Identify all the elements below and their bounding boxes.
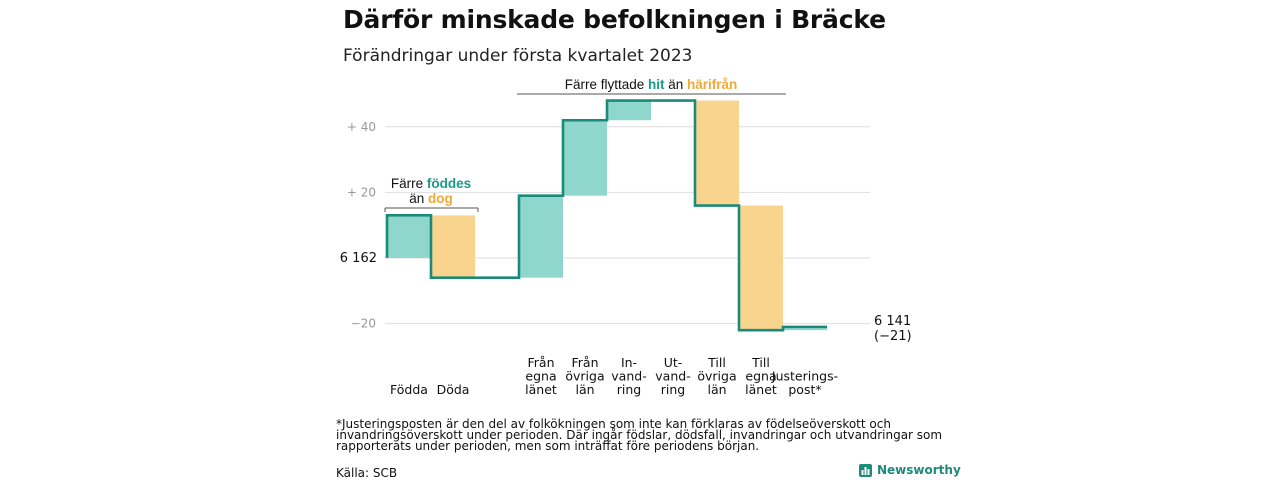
category-label: In-	[621, 355, 637, 370]
bar-justerings	[783, 326, 827, 331]
category-label: Till	[707, 355, 726, 370]
category-label: ring	[661, 382, 685, 397]
category-label: övriga	[697, 369, 736, 384]
running-total-line	[385, 99, 827, 332]
category-label: Födda	[390, 382, 428, 397]
chart-subtitle: Förändringar under första kvartalet 2023	[343, 46, 693, 66]
category-label: Från	[527, 355, 554, 370]
bar-till	[739, 205, 783, 331]
bar-in	[607, 100, 651, 121]
category-label: ring	[617, 382, 641, 397]
bar-från	[519, 195, 563, 278]
category-label: Döda	[437, 382, 470, 397]
category-label: egna	[525, 369, 556, 384]
source-note: Källa: SCB	[336, 466, 398, 480]
annotation-migration: Färre flyttade hit än härifrån	[565, 77, 738, 92]
bar-döda	[431, 215, 475, 278]
category-label: post*	[788, 382, 821, 397]
category-label: vand-	[655, 369, 690, 384]
bar-födda	[387, 215, 431, 258]
y-tick-label: + 40	[347, 120, 376, 134]
category-label: länet	[745, 382, 777, 397]
category-label: Från	[571, 355, 598, 370]
category-label: övriga	[565, 369, 604, 384]
category-label: län	[707, 382, 726, 397]
footnote: *Justeringsposten är den del av folkökni…	[336, 417, 943, 453]
bar-från	[563, 120, 607, 196]
chart-title: Därför minskade befolkningen i Bräcke	[343, 5, 886, 34]
category-label: län	[575, 382, 594, 397]
y-tick-label: −20	[351, 317, 376, 331]
brand-name: Newsworthy	[877, 463, 961, 477]
end-value-label: 6 141	[874, 314, 911, 329]
category-label: Till	[751, 355, 770, 370]
category-label: Ut-	[664, 355, 683, 370]
annotation-births-deaths-line2: än dog	[409, 191, 453, 206]
end-change-label: (−21)	[874, 329, 912, 344]
category-label: vand-	[611, 369, 646, 384]
bar-till	[695, 100, 739, 206]
start-value-label: 6 162	[340, 251, 377, 266]
y-tick-label: + 20	[347, 185, 376, 199]
category-label: egna	[745, 369, 776, 384]
category-label: länet	[525, 382, 557, 397]
annotation-births-deaths-line1: Färre föddes	[391, 176, 471, 191]
brand-logo: Newsworthy	[859, 463, 961, 477]
category-label: Justerings-	[771, 369, 838, 384]
newsworthy-icon	[859, 463, 872, 477]
